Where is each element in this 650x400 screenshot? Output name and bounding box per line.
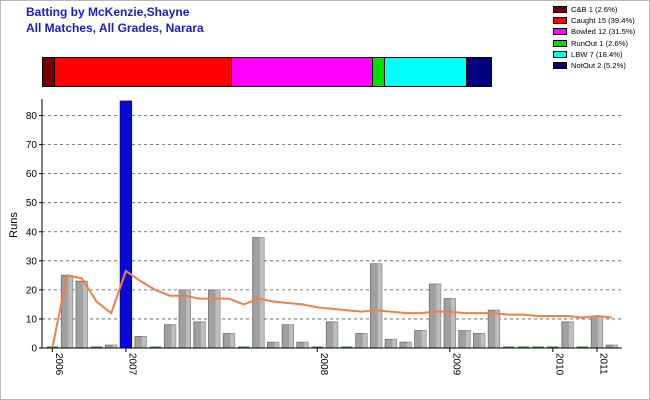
bar-highlight [303,342,309,348]
legend-label: NotOut 2 (5.2%) [571,60,626,70]
bar-highlight [333,321,338,348]
distribution-segment [43,58,55,86]
legend-swatch [553,61,567,69]
bar-highlight [465,330,471,348]
bar-highlight [377,263,382,348]
bar-highlight [259,237,265,348]
distribution-segment [384,58,468,86]
bar-highlight [142,336,147,348]
distribution-segment [467,58,491,86]
bar-highlight [289,324,294,348]
legend-swatch [553,17,567,25]
bar-highlight [112,345,117,348]
y-axis-label: Runs [8,212,20,238]
bar-highlight [215,289,220,348]
zero-score-marker [311,346,324,348]
bar-highlight [171,324,176,348]
y-tick-label: 70 [26,140,38,151]
zero-score-marker [547,346,559,348]
bar-highlight [421,330,427,348]
x-tick-label: 2007 [126,353,137,376]
legend-swatch [553,39,567,47]
bar-highlight [451,298,456,348]
y-tick-label: 10 [26,314,38,325]
y-tick-label: 0 [31,344,37,355]
legend-label: Caught 15 (39.4%) [571,16,635,26]
y-tick-label: 50 [26,198,38,209]
bar-highlight [598,316,603,348]
legend-swatch [553,28,567,36]
zero-score-marker [502,346,515,348]
bar-highlight [436,284,441,348]
y-tick-label: 40 [26,227,38,238]
bar-highlight [613,345,618,348]
x-tick-label: 2009 [450,353,461,376]
legend-swatch [553,50,567,58]
bar-highlight [83,281,88,348]
zero-score-marker [517,346,530,348]
distribution-segment [373,58,385,86]
legend-swatch [553,6,567,13]
y-tick-label: 30 [26,256,38,267]
bar-highlight [362,333,368,348]
legend-label: C&B 1 (2.6%) [571,5,618,14]
chart-title: Batting by McKenzie,Shayne [26,5,190,19]
bar-highlight [230,333,235,348]
bar-highlight [68,275,73,348]
y-tick-label: 20 [26,285,38,296]
bar-highlight [186,289,191,348]
bar-highlight [406,342,412,348]
y-tick-label: 60 [26,169,38,180]
x-tick-label: 2011 [597,353,608,375]
zero-score-marker [90,346,103,348]
bar-highlight [568,321,574,348]
distribution-segment [54,58,232,86]
legend-label: Bowled 12 (31.5%) [571,27,636,37]
bar-highlight [495,310,500,348]
x-tick-label: 2010 [553,353,564,376]
distribution-segment [231,58,374,86]
zero-score-marker [237,346,250,348]
zero-score-marker [576,346,588,348]
legend-label: LBW 7 (18.4%) [571,49,623,59]
bar-highlight [480,333,485,348]
zero-score-marker [340,346,353,348]
average-line [51,269,612,349]
bar-highlight [200,321,206,348]
zero-score-marker [532,346,544,348]
x-tick-label: 2006 [53,353,64,376]
bar-highlight [392,339,397,348]
chart-subtitle: All Matches, All Grades, Narara [26,21,204,35]
x-tick-label: 2008 [318,353,329,376]
bar-highlight [274,342,279,348]
innings-bar [119,100,133,349]
legend-label: RunOut 1 (2.6%) [571,38,628,48]
y-tick-label: 80 [26,111,38,122]
dismissal-distribution-bar [42,57,492,87]
zero-score-marker [149,346,162,348]
